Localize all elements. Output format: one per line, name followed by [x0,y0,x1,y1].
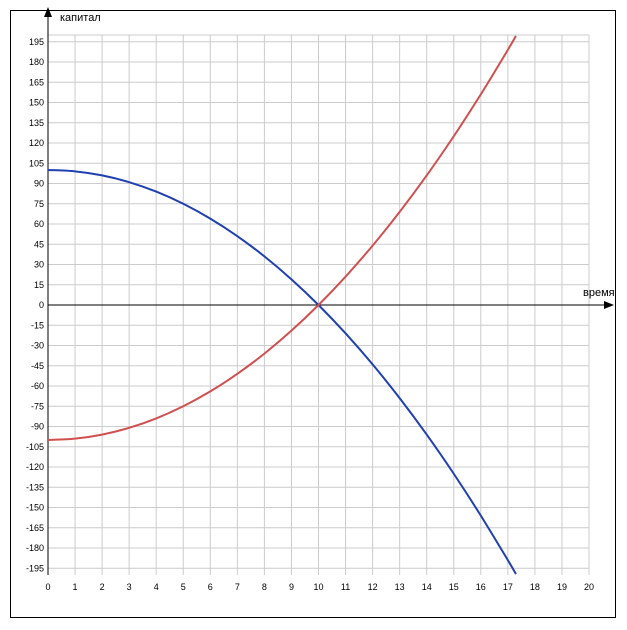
y-tick-label: -150 [26,503,44,513]
x-tick-label: 2 [100,582,105,592]
x-tick-label: 6 [208,582,213,592]
y-tick-label: -195 [26,563,44,573]
x-tick-label: 3 [127,582,132,592]
y-tick-label: -45 [31,361,44,371]
y-tick-label: 75 [34,199,44,209]
x-tick-label: 16 [476,582,486,592]
y-tick-label: 15 [34,280,44,290]
y-tick-label: -75 [31,401,44,411]
x-tick-label: 17 [503,582,513,592]
x-tick-label: 5 [181,582,186,592]
y-tick-label: 60 [34,219,44,229]
y-tick-label: -15 [31,320,44,330]
x-tick-label: 19 [557,582,567,592]
axes: время капитал [44,7,615,575]
x-tick-label: 20 [584,582,594,592]
y-tick-label: -105 [26,442,44,452]
y-tick-label: 180 [29,57,44,67]
y-axis-arrow [44,7,52,17]
y-tick-label: -135 [26,482,44,492]
y-tick-label: 120 [29,138,44,148]
x-axis-arrow [604,301,614,309]
x-axis-title: время [583,287,615,299]
y-tick-label: 45 [34,239,44,249]
x-tick-label: 9 [289,582,294,592]
series [47,35,517,575]
tick-labels: 0 1 2 3 4 5 6 7 8 9 10 11 12 13 14 15 16 17 18 19 2019518016… [26,37,594,592]
series-line-red [47,35,517,441]
series-line-blue [47,169,517,575]
x-tick-label: 18 [530,582,540,592]
y-tick-label: -60 [31,381,44,391]
y-tick-label: 165 [29,77,44,87]
x-tick-label: 14 [422,582,432,592]
y-tick-label: -165 [26,523,44,533]
y-tick-label: 90 [34,179,44,189]
x-tick-label: 8 [262,582,267,592]
y-tick-label: -30 [31,341,44,351]
x-tick-label: 0 [45,582,50,592]
y-tick-label: 195 [29,37,44,47]
x-tick-label: 1 [73,582,78,592]
x-tick-label: 11 [341,582,350,592]
x-tick-label: 7 [235,582,240,592]
y-tick-label: 135 [29,118,44,128]
y-tick-label: 150 [29,98,44,108]
x-tick-label: 12 [368,582,378,592]
x-tick-label: 4 [154,582,159,592]
y-tick-label: 30 [34,260,44,270]
x-tick-label: 15 [449,582,459,592]
y-tick-label: 105 [29,158,44,168]
y-tick-label: -90 [31,422,44,432]
x-tick-label: 13 [395,582,405,592]
y-tick-label: 0 [39,300,44,310]
y-tick-label: -120 [26,462,44,472]
y-axis-title: капитал [60,12,101,24]
y-tick-label: -180 [26,543,44,553]
x-tick-label: 10 [313,582,323,592]
chart-frame [10,10,616,618]
